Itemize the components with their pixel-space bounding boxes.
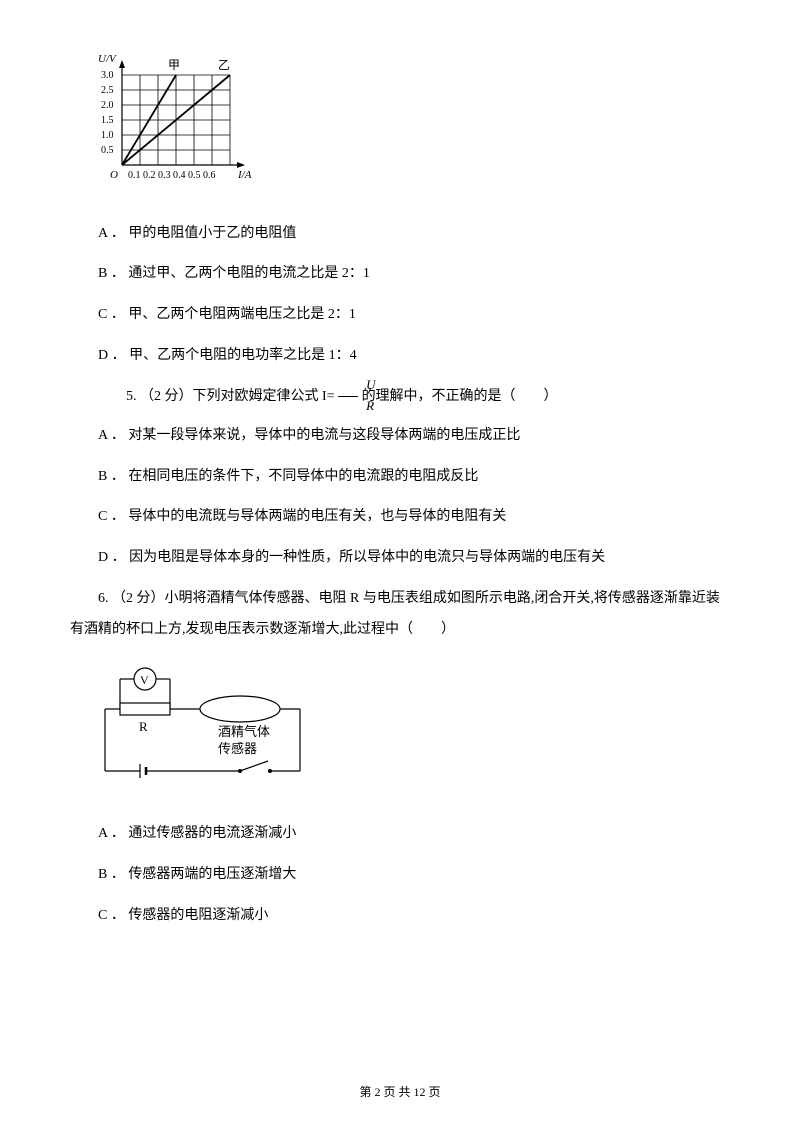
svg-text:O: O — [110, 169, 118, 181]
q5-stem-after: 的理解中，不正确的是（ ） — [358, 389, 558, 404]
svg-text:0.1 0.2 0.3 0.4 0.5 0.6: 0.1 0.2 0.3 0.4 0.5 0.6 — [128, 170, 216, 181]
q5-stem: 5. （2 分）下列对欧姆定律公式 I= UR 的理解中，不正确的是（ ） — [98, 382, 730, 413]
svg-text:R: R — [139, 719, 148, 734]
svg-text:2.5: 2.5 — [101, 85, 114, 96]
svg-text:酒精气体: 酒精气体 — [218, 724, 270, 739]
svg-text:I/A: I/A — [237, 169, 252, 181]
q6-option-c: C ． 传感器的电阻逐渐减小 — [98, 901, 730, 932]
q5-option-a: A ． 对某一段导体来说，导体中的电流与这段导体两端的电压成正比 — [98, 421, 730, 452]
svg-text:V: V — [140, 673, 149, 687]
q5-option-d: D ． 因为电阻是导体本身的一种性质，所以导体中的电流只与导体两端的电压有关 — [98, 543, 730, 574]
fraction-u-over-r: UR — [338, 382, 358, 412]
circuit-diagram: V R 酒精气体 传感器 — [90, 661, 730, 805]
q5-option-b: B ． 在相同电压的条件下，不同导体中的电流跟的电阻成反比 — [98, 462, 730, 493]
q6-option-b: B ． 传感器两端的电压逐渐增大 — [98, 860, 730, 891]
page-footer: 第 2 页 共 12 页 — [0, 1078, 800, 1107]
svg-text:3.0: 3.0 — [101, 70, 114, 81]
svg-text:1.5: 1.5 — [101, 115, 114, 126]
svg-text:1.0: 1.0 — [101, 130, 114, 141]
q5-option-c: C ． 导体中的电流既与导体两端的电压有关，也与导体的电阻有关 — [98, 502, 730, 533]
q5-stem-before: 5. （2 分）下列对欧姆定律公式 I= — [126, 389, 338, 404]
svg-text:传感器: 传感器 — [218, 741, 257, 756]
uv-ia-chart: U/V 3.0 2.5 2.0 1.5 1.0 0.5 O 0.1 — [90, 50, 730, 204]
q4-option-d: D ． 甲、乙两个电阻的电功率之比是 1：4 — [98, 341, 730, 372]
svg-text:甲: 甲 — [168, 58, 180, 72]
svg-text:乙: 乙 — [218, 58, 230, 72]
q6-option-a: A ． 通过传感器的电流逐渐减小 — [98, 819, 730, 850]
q4-option-b: B ． 通过甲、乙两个电阻的电流之比是 2：1 — [98, 259, 730, 290]
svg-text:2.0: 2.0 — [101, 100, 114, 111]
q4-option-c: C ． 甲、乙两个电阻两端电压之比是 2：1 — [98, 300, 730, 331]
y-axis-label: U/V — [98, 53, 117, 65]
q6-stem: 6. （2 分）小明将酒精气体传感器、电阻 R 与电压表组成如图所示电路,闭合开… — [70, 584, 730, 646]
q4-option-a: A ． 甲的电阻值小于乙的电阻值 — [98, 219, 730, 250]
svg-text:0.5: 0.5 — [101, 145, 114, 156]
